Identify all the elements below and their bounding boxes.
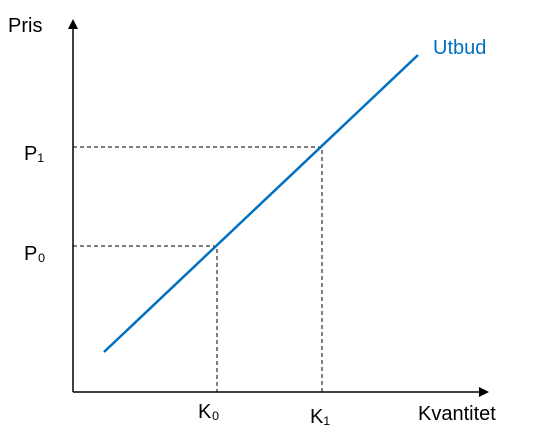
x-axis-label: Kvantitet [418,403,496,425]
price-label: P₁ [24,143,44,165]
p1-guide [73,146,323,392]
price-label: P₀ [24,243,46,265]
curve-label: Utbud [433,37,486,59]
supply-curve [103,54,419,353]
quantity-label: K₀ [198,401,220,423]
y-axis-label: Pris [8,15,42,37]
quantity-label: K₁ [310,406,330,428]
p0-guide [73,245,218,392]
